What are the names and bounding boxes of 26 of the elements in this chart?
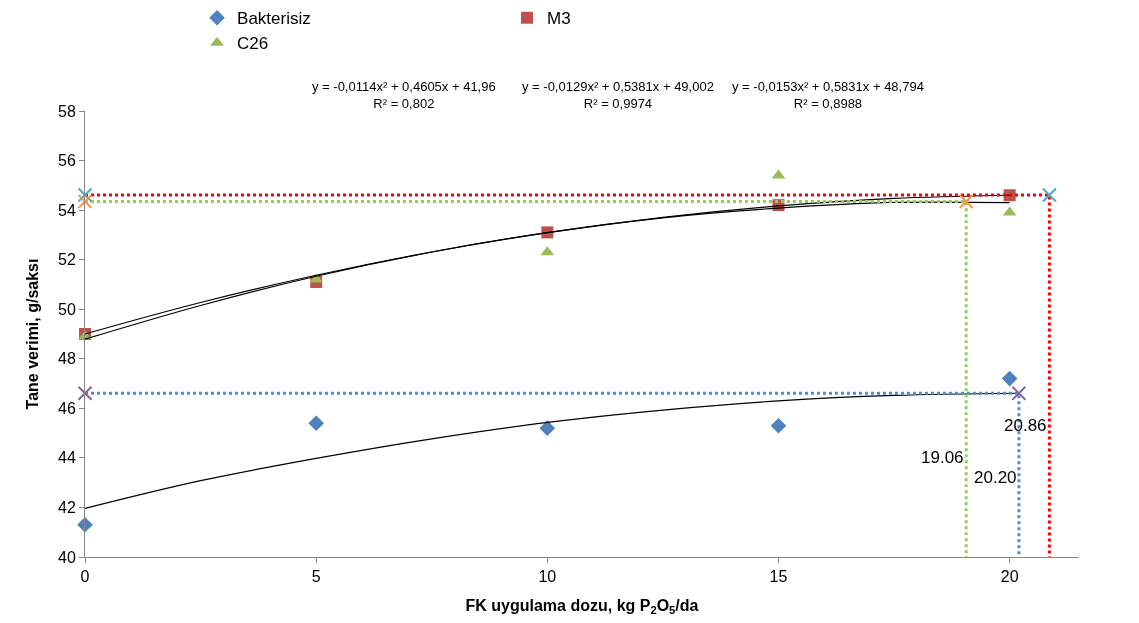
y-tick-label: 48 xyxy=(58,350,76,368)
x-tick-label: 0 xyxy=(80,568,90,586)
y-tick-label: 56 xyxy=(58,152,76,170)
x-tick-label: 15 xyxy=(769,568,788,586)
y-axis-title: Tane verimi, g/saksı xyxy=(23,258,41,410)
y-tick-label: 52 xyxy=(58,251,76,269)
y-tick-label: 40 xyxy=(58,548,76,566)
x-tick-label: 5 xyxy=(311,568,321,586)
y-tick-label: 50 xyxy=(58,300,76,318)
legend-label: M3 xyxy=(547,9,571,29)
y-tick-label: 54 xyxy=(58,201,76,219)
y-tick-label: 58 xyxy=(58,102,76,120)
x-axis-title: FK uygulama dozu, kg P$_{2}$O$_{5}$/da xyxy=(465,596,699,617)
annotation: 20.86 xyxy=(1004,416,1047,435)
y-tick-label: 44 xyxy=(58,449,76,467)
legend-label: C26 xyxy=(237,34,269,54)
text: y = -0,0129x² + 0,5381x + 49,002 R² = 0,9974 xyxy=(522,79,714,111)
y-tick-label: 46 xyxy=(58,399,76,417)
x-tick-label: 20 xyxy=(1000,568,1019,586)
y-tick-label: 42 xyxy=(58,499,76,517)
text: y = -0,0153x² + 0,5831x + 48,794 R² = 0,8988 xyxy=(732,79,924,111)
legend-label: Bakterisiz xyxy=(237,9,311,29)
annotation: 20.20 xyxy=(974,468,1017,487)
x-tick-label: 10 xyxy=(538,568,557,586)
annotation: 19.06 xyxy=(921,448,964,467)
text: y = -0,0114x² + 0,4605x + 41,96 R² = 0,802 xyxy=(312,79,496,111)
